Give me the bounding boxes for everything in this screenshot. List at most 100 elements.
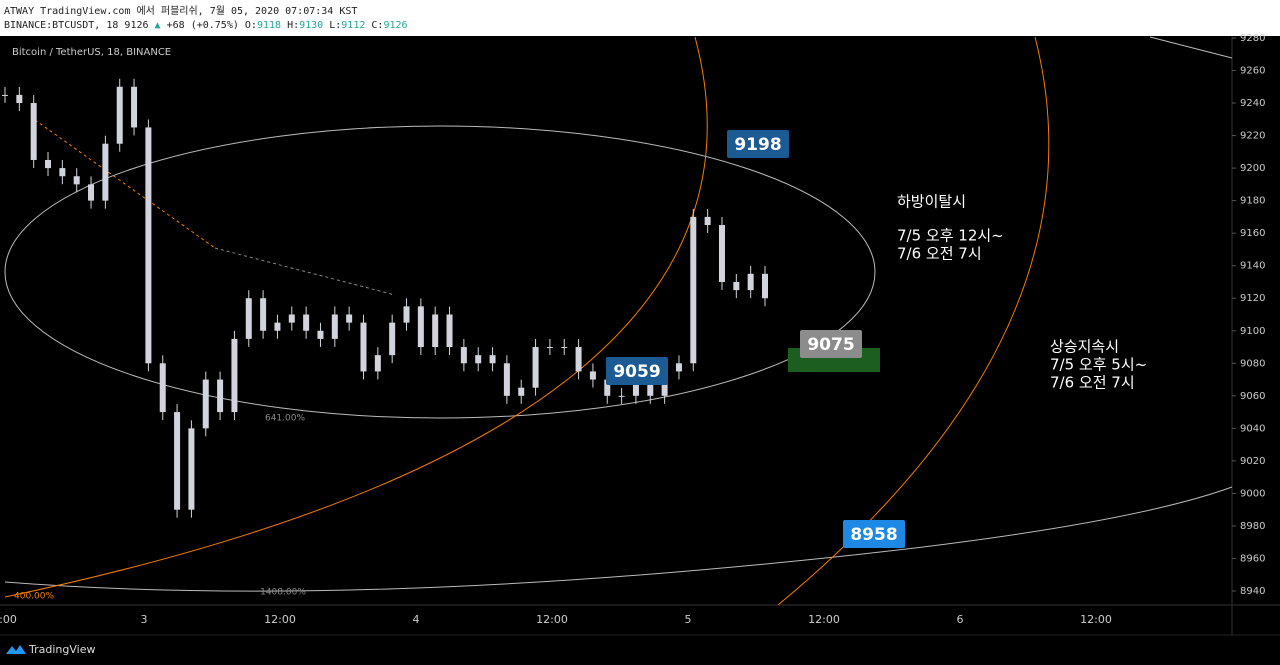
candle [59, 168, 66, 177]
c: 9126 [383, 20, 407, 31]
candle [675, 363, 682, 372]
candle [131, 86, 138, 128]
candle [460, 347, 467, 364]
y-tick-label: 9280 [1240, 33, 1265, 44]
last: 9126 [124, 20, 148, 31]
price-callout-label: 9075 [807, 335, 854, 355]
fib-arc [4, 36, 708, 598]
candle [374, 355, 381, 372]
price-callout [843, 520, 905, 548]
candle [317, 330, 324, 339]
note: 7/5 오후 5시~ [1050, 356, 1147, 374]
candle [245, 298, 252, 339]
header-bg [0, 0, 1280, 36]
c-label: C: [371, 20, 383, 31]
candle [561, 347, 568, 349]
candle [446, 314, 453, 348]
candle [346, 314, 353, 323]
x-tick-label: 6 [957, 613, 964, 626]
candle [432, 314, 439, 348]
candle [116, 86, 123, 144]
y-tick-label: 9220 [1240, 131, 1265, 142]
candle [260, 298, 267, 331]
candle [188, 428, 195, 510]
y-tick-label: 8960 [1240, 553, 1265, 564]
y-tick-label: 9120 [1240, 293, 1265, 304]
y-tick-label: 9140 [1240, 261, 1265, 272]
price-callout [727, 130, 789, 158]
y-tick-label: 9100 [1240, 326, 1265, 337]
price-callout-label: 9198 [734, 135, 781, 155]
price-callout [800, 330, 862, 358]
trend-line [34, 119, 216, 249]
y-tick-label: 9260 [1240, 66, 1265, 77]
symbol: BINANCE:BTCUSDT, 18 [4, 20, 118, 31]
ellipse-arc [4, 486, 1233, 592]
note: 하방이탈시 [897, 193, 966, 211]
candle [288, 314, 295, 323]
ellipse-arc [1149, 36, 1233, 59]
candle [747, 273, 754, 291]
y-tick-label: 9020 [1240, 456, 1265, 467]
change: +68 (+0.75%) [167, 20, 239, 31]
price-callout-label: 9059 [613, 362, 660, 382]
candle [159, 363, 166, 413]
y-tick-label: 9200 [1240, 163, 1265, 174]
note: 7/6 오전 7시 [897, 245, 982, 263]
o: 9118 [257, 20, 281, 31]
l-label: L: [329, 20, 341, 31]
fib-label: 1408.00% [260, 588, 306, 598]
candle [16, 94, 23, 104]
candle [475, 355, 482, 364]
candle [718, 225, 725, 282]
candle [704, 216, 711, 226]
candle [546, 347, 553, 349]
x-tick-label: 3 [141, 613, 148, 626]
h-label: H: [287, 20, 299, 31]
candle [518, 387, 525, 396]
y-tick-label: 9060 [1240, 391, 1265, 402]
candle [30, 103, 37, 160]
candle [604, 379, 611, 396]
candle [417, 306, 424, 348]
candle [231, 338, 238, 413]
candle [274, 322, 281, 331]
note: 7/5 오후 12시~ [897, 227, 1004, 245]
note: 7/6 오전 7시 [1050, 374, 1135, 392]
o-label: O: [245, 20, 257, 31]
y-tick-label: 9180 [1240, 196, 1265, 207]
x-tick-label: 12:00 [536, 613, 568, 626]
candle [389, 322, 396, 356]
h: 9130 [299, 20, 323, 31]
candle [2, 94, 8, 96]
x-tick-label: :00 [0, 613, 17, 626]
notes: 하방이탈시 7/5 오후 12시~ 7/6 오전 7시 상승지속시 7/5 오후… [897, 193, 1147, 392]
candle [73, 176, 80, 185]
candle [217, 379, 224, 413]
candle [360, 322, 367, 372]
fib-label: 641.00% [265, 414, 305, 424]
candle [762, 273, 768, 299]
note: 상승지속시 [1050, 338, 1119, 356]
header-line: ATWAY TradingView.com 에서 퍼블리쉬, 7월 05, 20… [4, 5, 357, 17]
candle [403, 306, 410, 323]
candle [202, 379, 209, 429]
x-tick-label: 12:00 [808, 613, 840, 626]
header-quote: BINANCE:BTCUSDT, 18 9126 ▲ +68 (+0.75%) … [4, 20, 408, 31]
candle [489, 355, 496, 364]
y-tick-label: 9080 [1240, 358, 1265, 369]
candle [575, 347, 582, 372]
y-tick-label: 9240 [1240, 98, 1265, 109]
candle [532, 347, 539, 388]
candle [174, 412, 181, 510]
candle [145, 127, 152, 364]
logo: TradingView [6, 643, 95, 656]
y-tick-label: 9040 [1240, 423, 1265, 434]
l: 9112 [341, 20, 365, 31]
y-tick-label: 9000 [1240, 488, 1265, 499]
x-tick-label: 12:00 [264, 613, 296, 626]
candle [102, 143, 109, 201]
candle [503, 363, 510, 396]
